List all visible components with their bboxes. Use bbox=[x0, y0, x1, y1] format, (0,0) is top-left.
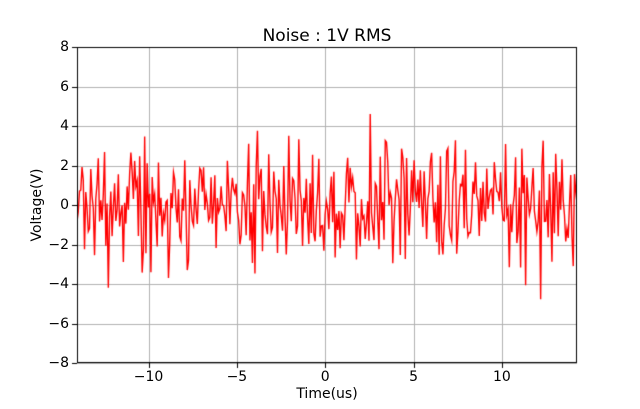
x-tick-label: 0 bbox=[320, 369, 330, 385]
chart-title: Noise : 1V RMS bbox=[262, 26, 392, 46]
y-tick-label: 2 bbox=[60, 157, 69, 174]
y-tick-label: 8 bbox=[60, 39, 69, 55]
x-tick-label: −10 bbox=[133, 369, 164, 385]
y-tick-label: −2 bbox=[48, 236, 69, 253]
y-axis-label: Voltage(V) bbox=[29, 168, 45, 242]
y-tick-label: −8 bbox=[48, 355, 69, 371]
x-tick-label: 5 bbox=[409, 369, 419, 385]
y-tick-label: 6 bbox=[60, 78, 69, 95]
y-tick-label: −6 bbox=[48, 315, 69, 332]
x-tick-label: 10 bbox=[492, 369, 511, 385]
y-tick-label: 4 bbox=[60, 118, 69, 134]
y-tick-label: −4 bbox=[48, 276, 69, 292]
y-tick-label: 0 bbox=[60, 197, 69, 213]
x-tick-label: −5 bbox=[226, 369, 248, 385]
x-axis-label: Time(us) bbox=[296, 386, 358, 402]
